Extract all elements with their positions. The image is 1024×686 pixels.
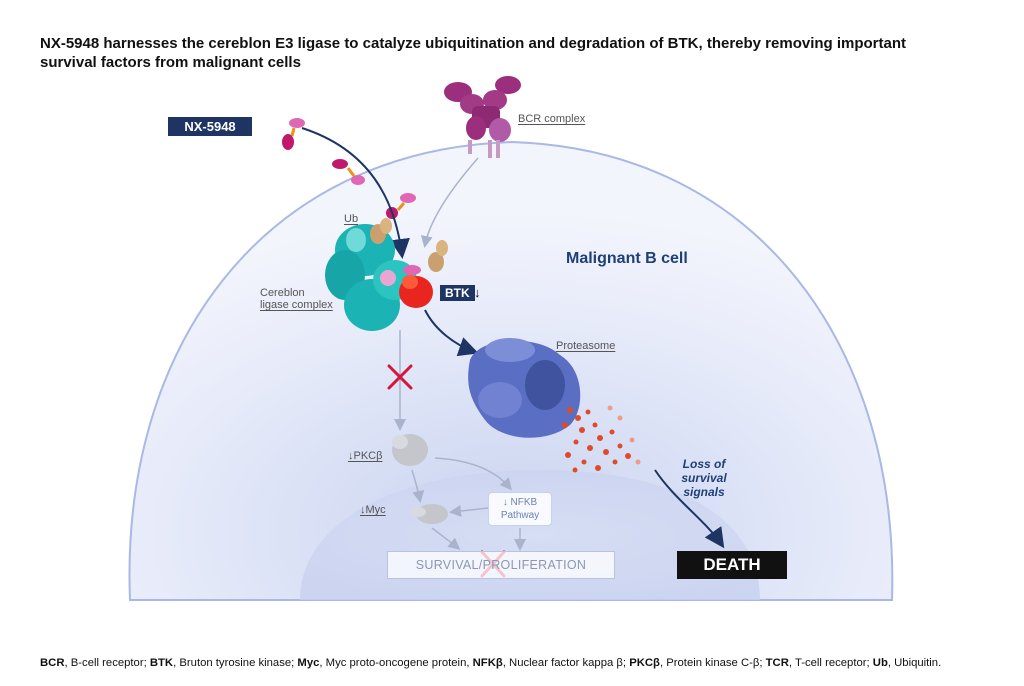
- nx-5948-molecules: [282, 118, 416, 219]
- bcr-complex-label: BCR complex: [518, 113, 586, 125]
- block-cross-icon: [387, 364, 413, 390]
- footnote-term: BCR: [40, 657, 65, 669]
- nfkb-to-myc-arrow: [449, 505, 489, 517]
- proteasome-graphic: [468, 338, 581, 438]
- myc-to-survival-arrow: [431, 527, 461, 550]
- nfkb-pathway-box: ↓ NFKB Pathway: [488, 492, 552, 526]
- footnote-definition: , Nuclear factor kappa β;: [502, 657, 630, 669]
- myc-label: ↓Myc: [360, 504, 386, 516]
- pkcb-to-nfkb-arrow: [434, 457, 512, 491]
- nfkb-line1: ↓ NFKB: [502, 497, 538, 508]
- pkcb-label: ↓PKCβ: [348, 450, 383, 462]
- cereblon-label-line2: ligase complex: [260, 299, 333, 311]
- footnote-term: Ub: [872, 657, 888, 669]
- btk-down-arrow-icon: ↓: [474, 285, 481, 300]
- footnote-definition: , Bruton tyrosine kinase;: [173, 657, 298, 669]
- footnote-term: TCR: [765, 657, 789, 669]
- bcr-signal-arrow: [420, 157, 479, 248]
- survival-proliferation-box: SURVIVAL/PROLIFERATION: [387, 551, 615, 579]
- btk-label: BTK: [440, 285, 475, 301]
- loss-line1: Loss of: [682, 457, 726, 471]
- figure-title: NX-5948 harnesses the cereblon E3 ligase…: [40, 35, 907, 71]
- degradation-arrow: [424, 309, 479, 357]
- footnote-term: BTK: [149, 657, 174, 669]
- peptide-fragments: [562, 405, 641, 473]
- footnote-term: Myc: [297, 657, 320, 669]
- drug-entry-arrow: [301, 127, 410, 259]
- pkcb-protein-graphic: [392, 434, 428, 466]
- death-box: DEATH: [677, 551, 787, 579]
- footnote-definition: , Protein kinase C-β;: [659, 657, 766, 669]
- cereblon-label-line1: Cereblon: [260, 287, 305, 299]
- loss-of-survival-arrow: [654, 469, 725, 549]
- footnote-term: PKCβ: [629, 657, 660, 669]
- footnote-term: NFKβ: [472, 657, 503, 669]
- footnote-definition: , B-cell receptor;: [64, 657, 150, 669]
- footnote-definition: , T-cell receptor;: [788, 657, 873, 669]
- cereblon-label: Cereblon ligase complex: [260, 287, 333, 311]
- loss-line2: survival: [681, 471, 727, 485]
- pkcb-to-myc-arrow: [411, 469, 425, 503]
- loss-line3: signals: [683, 485, 725, 499]
- footnote-definition: , Ubiquitin.: [887, 657, 942, 669]
- bcr-complex-graphic: [444, 76, 521, 158]
- abbreviations-footnote: BCR, B-cell receptor; BTK, Bruton tyrosi…: [40, 657, 1010, 669]
- footnote-definition: , Myc proto-oncogene protein,: [319, 657, 473, 669]
- cell-label: Malignant B cell: [566, 250, 688, 267]
- btk-protein-graphic: [399, 240, 448, 308]
- drug-label: NX-5948: [168, 117, 252, 136]
- ub-label: Ub: [344, 213, 359, 225]
- loss-of-survival-label: Loss of survival signals: [664, 457, 744, 499]
- myc-protein-graphic: [410, 504, 448, 524]
- proteasome-label: Proteasome: [556, 340, 616, 352]
- nfkb-line2: Pathway: [500, 510, 540, 521]
